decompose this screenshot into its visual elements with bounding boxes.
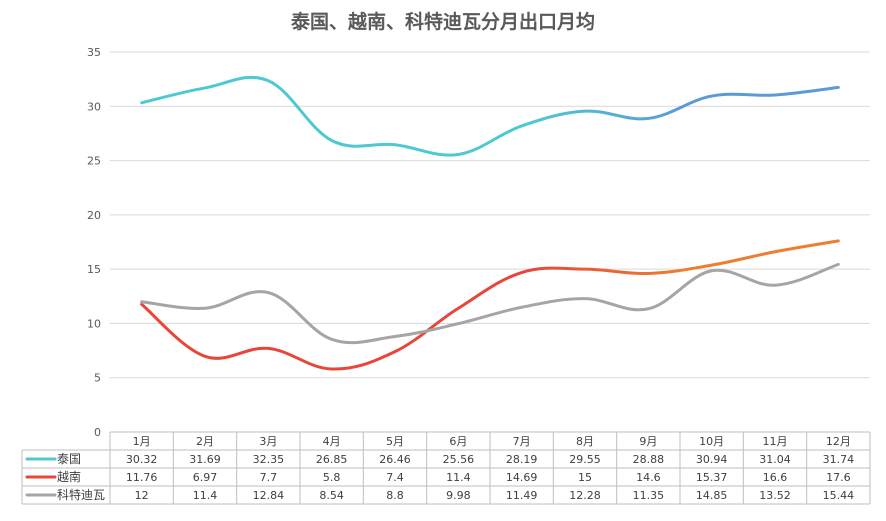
- data-label: 9.98: [446, 489, 471, 502]
- x-tick-label: 3月: [259, 435, 277, 448]
- x-tick-label: 10月: [699, 435, 724, 448]
- y-tick-label: 25: [87, 155, 101, 168]
- y-tick-label: 35: [87, 46, 101, 59]
- x-tick-label: 12月: [826, 435, 851, 448]
- y-tick-label: 15: [87, 263, 101, 276]
- data-label: 26.85: [316, 453, 348, 466]
- x-tick-label: 9月: [639, 435, 657, 448]
- y-tick-label: 20: [87, 209, 101, 222]
- x-tick-label: 5月: [386, 435, 404, 448]
- data-label: 26.46: [379, 453, 411, 466]
- y-tick-label: 30: [87, 100, 101, 113]
- data-label: 14.6: [636, 471, 661, 484]
- y-tick-label: 10: [87, 317, 101, 330]
- data-label: 30.94: [696, 453, 728, 466]
- data-label: 17.6: [826, 471, 851, 484]
- data-label: 8.8: [386, 489, 404, 502]
- data-label: 7.7: [260, 471, 278, 484]
- data-label: 15.37: [696, 471, 728, 484]
- data-label: 28.88: [633, 453, 665, 466]
- y-axis-ticks: 0 5 10 15 20 25 30 35: [87, 46, 101, 439]
- x-tick-label: 6月: [449, 435, 467, 448]
- data-label: 32.35: [253, 453, 285, 466]
- data-label: 14.85: [696, 489, 728, 502]
- x-tick-label: 8月: [576, 435, 594, 448]
- data-label: 12: [135, 489, 149, 502]
- series-line-0: [140, 75, 840, 157]
- data-label: 11.76: [126, 471, 158, 484]
- data-label: 5.8: [323, 471, 341, 484]
- grid-layer: [110, 51, 870, 379]
- series-layer: [140, 75, 840, 371]
- data-label: 11.4: [446, 471, 471, 484]
- x-tick-label: 1月: [133, 435, 151, 448]
- x-tick-label: 2月: [196, 435, 214, 448]
- data-label: 14.69: [506, 471, 538, 484]
- x-tick-label: 7月: [513, 435, 531, 448]
- x-tick-label: 4月: [323, 435, 341, 448]
- data-label: 28.19: [506, 453, 538, 466]
- data-label: 16.6: [763, 471, 788, 484]
- series-line-1: [140, 239, 840, 371]
- data-label: 29.55: [569, 453, 601, 466]
- legend-label-2: 科特迪瓦: [57, 487, 105, 502]
- legend-label-1: 越南: [57, 469, 81, 484]
- data-label: 15.44: [823, 489, 855, 502]
- data-label: 11.49: [506, 489, 538, 502]
- data-label: 8.54: [319, 489, 344, 502]
- data-label: 31.74: [823, 453, 855, 466]
- legend-label-0: 泰国: [57, 452, 81, 466]
- data-label: 6.97: [193, 471, 218, 484]
- x-tick-label: 11月: [763, 435, 788, 448]
- data-label: 12.28: [569, 489, 601, 502]
- chart-title: 泰国、越南、科特迪瓦分月出口月均: [290, 10, 595, 33]
- data-label: 31.04: [759, 453, 791, 466]
- data-label: 31.69: [189, 453, 221, 466]
- data-label: 13.52: [759, 489, 791, 502]
- y-tick-label: 0: [94, 426, 101, 439]
- data-label: 15: [578, 471, 592, 484]
- data-label: 11.35: [633, 489, 665, 502]
- data-label: 12.84: [253, 489, 285, 502]
- data-label: 7.4: [386, 471, 404, 484]
- data-label: 25.56: [443, 453, 475, 466]
- y-tick-label: 5: [94, 372, 101, 385]
- data-label: 11.4: [193, 489, 218, 502]
- series-line-2: [140, 262, 840, 345]
- data-label: 30.32: [126, 453, 158, 466]
